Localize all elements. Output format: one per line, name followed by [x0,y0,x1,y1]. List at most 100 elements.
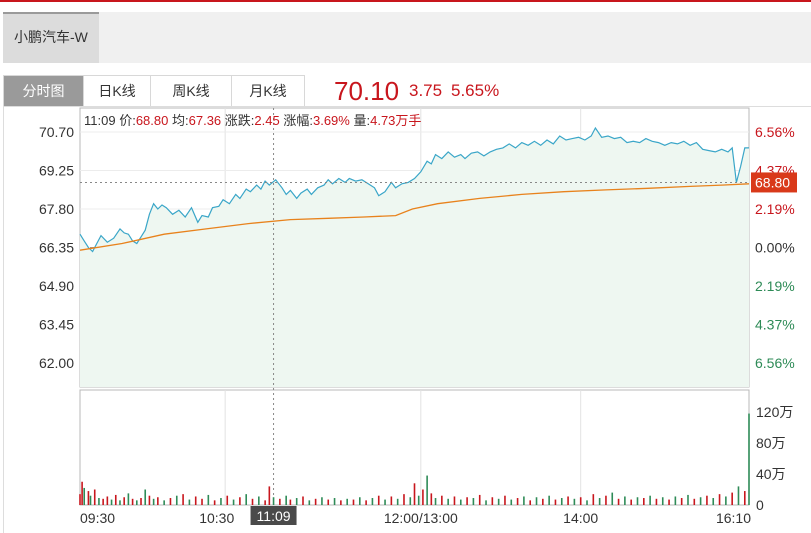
volume-bar-21 [163,500,165,505]
volume-bar-1 [81,481,83,505]
volume-bar-84 [542,498,544,505]
volume-bar-47 [321,497,323,505]
volume-bar-53 [359,497,361,505]
info-time: 11:09 [84,113,116,128]
volume-bar-58 [390,496,393,505]
volume-bar-46 [314,498,317,505]
x-tick-3: 14:00 [563,510,598,526]
stock-tab[interactable]: 小鹏汽车-W [3,12,99,63]
volume-bar-64 [422,489,424,505]
volume-bar-93 [598,498,601,505]
volume-bar-17 [144,489,147,505]
volume-bar-70 [453,496,456,505]
tab-daily-k[interactable]: 日K线 [84,76,151,106]
crosshair-price-label: 68.80 [755,174,790,190]
volume-bar-34 [245,494,247,505]
volume-bar-98 [630,499,632,505]
volume-bar-112 [718,494,721,505]
volume-bar-48 [327,499,330,505]
volume-bar-4 [89,495,92,505]
volume-bar-37 [264,500,266,505]
volume-bar-8 [106,496,109,505]
y-tick-right-0: 6.56% [755,124,795,140]
volume-bar-24 [182,494,184,505]
info-avg: 67.36 [188,113,222,128]
crosshair-info-line: 11:09 价:68.80 均:67.36 涨跌:2.45 涨幅:3.69% 量… [84,113,421,129]
info-price: 68.80 [135,113,169,128]
volume-bar-27 [201,498,203,505]
volume-bar-113 [725,496,727,505]
volume-bar-7 [102,498,104,505]
volume-bar-36 [258,496,260,505]
info-avg-label: 均: [172,113,189,128]
volume-bar-95 [611,492,614,505]
volume-bar-82 [529,500,532,505]
volume-bar-26 [194,496,197,505]
volume-bar-73 [472,498,475,505]
y-tick-left-0: 70.70 [39,124,74,140]
current-price: 70.10 [334,76,400,106]
volume-bar-40 [279,498,281,505]
volume-bar-31 [226,495,229,505]
volume-bar-103 [661,497,664,505]
volume-bar-25 [188,499,191,505]
volume-bar-90 [579,497,582,505]
tab-intraday[interactable]: 分时图 [4,76,84,106]
volume-bar-62 [413,483,416,505]
volume-bar-55 [371,498,374,505]
crosshair-time-label: 11:09 [257,508,291,524]
y-tick-right-4: 2.19% [755,278,795,294]
volume-bar-51 [346,498,348,505]
y-tick-right-5: 4.37% [755,317,795,333]
volume-bar-77 [497,498,500,505]
volume-bar-29 [213,500,216,505]
y-tick-left-4: 64.90 [39,278,74,294]
volume-bar-22 [169,498,172,505]
volume-bar-57 [384,499,386,505]
info-change-label: 涨跌: [224,113,255,128]
volume-bar-72 [466,497,468,505]
volume-bar-52 [352,499,355,505]
volume-bar-105 [674,496,677,505]
x-tick-2: 12:00/13:00 [384,510,458,526]
volume-bar-12 [123,497,125,505]
volume-bar-74 [478,494,481,505]
info-price-label: 价: [119,113,136,128]
volume-bar-71 [459,499,462,505]
volume-bar-32 [232,499,235,505]
volume-bar-20 [157,497,159,505]
volume-bar-83 [535,497,538,505]
volume-bar-50 [340,500,342,505]
info-vol: 4.73万手 [370,113,422,128]
volume-bar-6 [98,498,100,505]
tab-weekly-k[interactable]: 周K线 [151,76,232,106]
volume-bar-86 [554,499,557,505]
volume-bar-79 [510,499,513,505]
volume-tick-3: 0 [756,497,764,513]
volume-bar-61 [409,497,412,505]
volume-bar-116 [743,491,746,505]
volume-bar-54 [365,500,367,505]
volume-bar-108 [693,498,696,505]
volume-bar-63 [417,495,420,505]
volume-bar-38 [268,486,271,505]
chart-frame [3,106,811,533]
volume-bar-39 [272,497,275,505]
x-tick-0: 09:30 [80,510,115,526]
y-tick-left-6: 62.00 [39,355,74,371]
volume-bar-89 [573,498,576,505]
y-tick-left-1: 69.25 [39,163,74,179]
volume-bar-110 [706,495,708,505]
volume-bar-35 [251,498,254,505]
y-tick-left-5: 63.45 [39,317,74,333]
tab-monthly-k[interactable]: 月K线 [232,76,304,106]
volume-bar-80 [516,498,519,505]
y-tick-left-3: 66.35 [39,240,74,256]
volume-bar-106 [680,498,683,505]
volume-bar-60 [403,494,405,505]
y-tick-right-3: 0.00% [755,240,795,256]
volume-bar-14 [131,498,134,505]
volume-bar-45 [308,500,311,505]
volume-bar-2 [83,487,86,505]
